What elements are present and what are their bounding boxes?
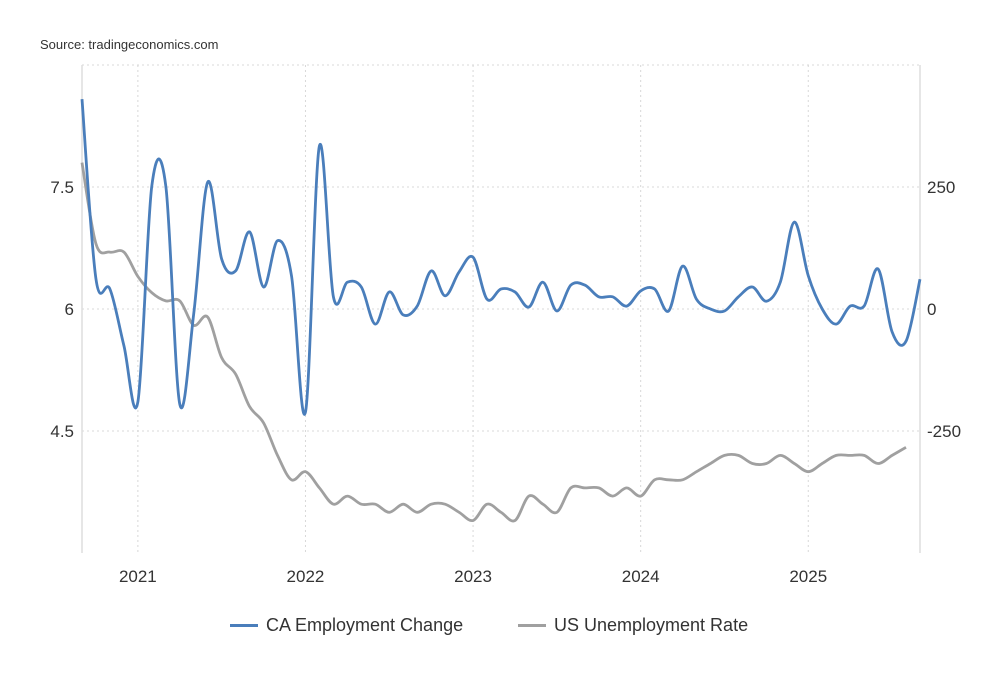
right-tick-label: 0 (927, 300, 936, 319)
left-tick-label: 7.5 (50, 178, 74, 197)
source-label: Source: tradingeconomics.com (40, 37, 219, 52)
left-tick-label: 4.5 (50, 422, 74, 441)
legend-item-us-unemployment-rate[interactable]: US Unemployment Rate (518, 615, 748, 636)
right-tick-label: 250 (927, 178, 955, 197)
legend-swatch-blue (230, 624, 258, 627)
x-tick-label: 2022 (287, 567, 325, 586)
left-tick-label: 6 (65, 300, 74, 319)
legend-item-ca-employment-change[interactable]: CA Employment Change (230, 615, 463, 636)
right-tick-label: -250 (927, 422, 961, 441)
series-line-us-unemployment-rate (80, 162, 907, 523)
x-tick-label: 2023 (454, 567, 492, 586)
series-line-ca-employment-change (80, 99, 922, 416)
x-tick-label: 2021 (119, 567, 157, 586)
x-tick-label: 2025 (789, 567, 827, 586)
legend-swatch-gray (518, 624, 546, 627)
legend-label: CA Employment Change (266, 615, 464, 635)
legend-label: US Unemployment Rate (554, 615, 749, 635)
x-tick-label: 2024 (622, 567, 660, 586)
